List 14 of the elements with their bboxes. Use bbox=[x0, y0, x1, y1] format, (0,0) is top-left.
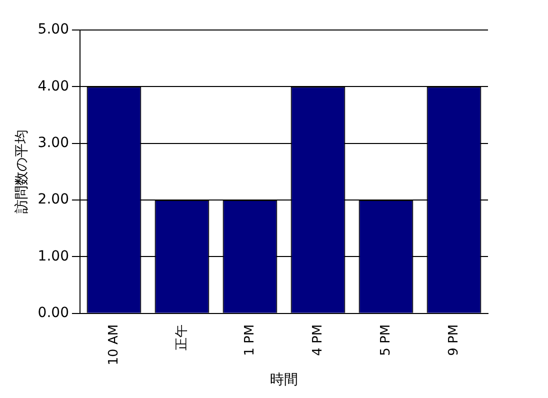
x-tick-label: 10 AM bbox=[106, 324, 122, 366]
x-tick-label: 正午 bbox=[174, 324, 190, 350]
x-tick-label: 4 PM bbox=[310, 324, 326, 356]
x-tick-label: 1 PM bbox=[242, 324, 258, 356]
x-axis-title: 時間 bbox=[270, 372, 298, 388]
y-axis-title: 訪問数の平均 bbox=[14, 130, 30, 214]
y-tick-label: 3.00 bbox=[38, 135, 69, 152]
x-tick-label: 5 PM bbox=[378, 324, 394, 356]
y-tick-label: 0.00 bbox=[38, 305, 69, 322]
y-tick-label: 2.00 bbox=[38, 192, 69, 208]
y-tick-label: 1.00 bbox=[38, 248, 69, 264]
y-tick-label: 5.00 bbox=[38, 22, 69, 38]
y-tick-label: 4.00 bbox=[38, 78, 69, 94]
x-tick-label: 9 PM bbox=[446, 324, 462, 356]
